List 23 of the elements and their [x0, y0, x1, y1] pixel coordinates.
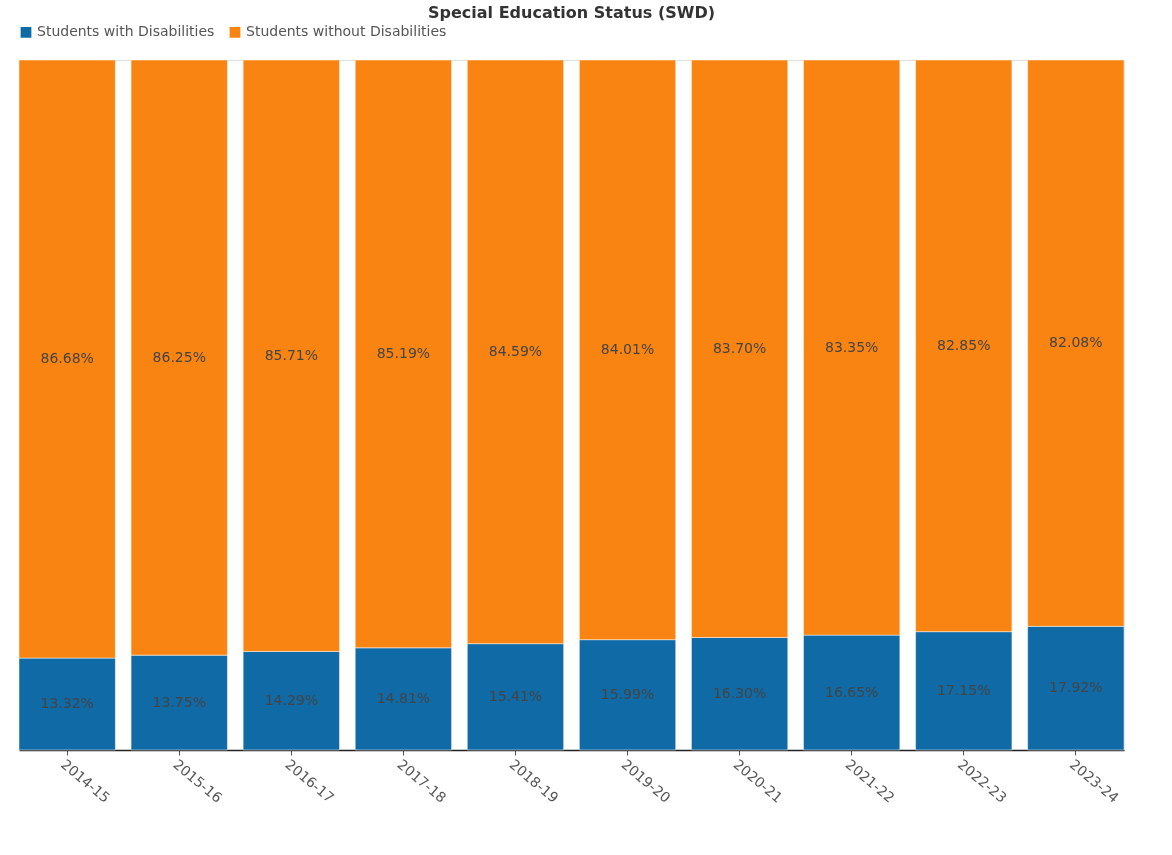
data-label: 84.59%	[488, 342, 543, 359]
legend-label: Students without Disabilities	[246, 23, 447, 40]
data-label: 82.08%	[1049, 334, 1103, 351]
data-label: 16.65%	[824, 683, 879, 700]
data-label: 14.81%	[376, 689, 431, 706]
data-label: 15.41%	[488, 687, 543, 704]
legend-label: Students with Disabilities	[37, 23, 215, 40]
data-label: 14.29%	[264, 691, 319, 708]
data-label: 84.01%	[600, 340, 655, 357]
data-label: 85.71%	[264, 346, 319, 363]
data-label: 86.68%	[40, 350, 94, 367]
data-label: 15.99%	[600, 685, 655, 702]
data-label: 17.15%	[937, 681, 991, 698]
data-label: 82.85%	[937, 336, 991, 353]
data-label: 13.75%	[152, 693, 206, 710]
data-label: 17.92%	[1049, 679, 1103, 696]
data-label: 83.35%	[824, 338, 879, 355]
data-label: 86.25%	[152, 348, 206, 365]
data-label: 83.70%	[712, 339, 767, 356]
data-label: 13.32%	[40, 695, 94, 712]
data-label: 85.19%	[376, 344, 431, 361]
data-label: 16.30%	[712, 684, 767, 701]
chart-title: Special Education Status (SWD)	[428, 3, 715, 22]
